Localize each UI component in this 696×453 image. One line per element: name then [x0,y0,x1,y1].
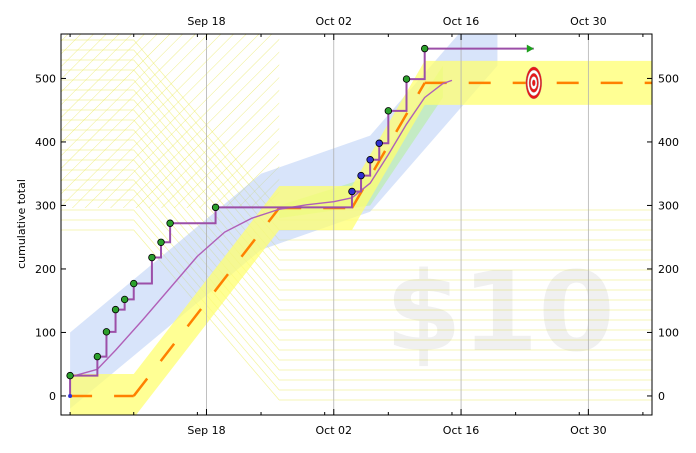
data-point [384,107,393,115]
data-point [157,238,165,246]
x-tick-label-bottom: Oct 16 [443,424,480,437]
vertical-grid [206,34,589,415]
data-point [66,371,74,380]
watermark-text: $10 [385,248,615,376]
data-point [93,352,102,361]
data-point [375,139,383,147]
data-point [348,187,356,196]
data-point [120,295,129,304]
data-point [111,305,120,314]
x-tick-label-top: Oct 02 [316,15,353,28]
x-tick-label-top: Oct 30 [570,15,607,28]
hatched-region [61,34,280,208]
y-tick-label-left: 0 [49,390,56,403]
data-point [402,75,411,83]
data-point [102,328,111,336]
y-axis-title: cumulative total [15,179,28,269]
y-tick-label-right: 300 [658,199,679,212]
goal-target [525,66,542,100]
y-tick-label-right: 200 [658,263,679,276]
x-tick-label-top: Oct 16 [443,15,480,28]
y-tick-label-left: 100 [35,326,56,339]
data-point [420,44,429,53]
target-ring [532,79,536,87]
y-tick-label-right: 100 [658,326,679,339]
y-tick-label-left: 500 [35,72,56,85]
road-band [70,60,652,415]
data-points [66,44,429,380]
y-tick-label-left: 400 [35,136,56,149]
x-tick-label-bottom: Oct 02 [316,424,353,437]
axes: 0 0 100 100 200 200 300 300 400 400 500 500 Sep 18 Se… [35,15,679,437]
y-tick-label-right: 0 [658,390,665,403]
plot-frame [60,33,653,416]
data-point [366,156,374,164]
yellow-brick-road [70,60,652,415]
y-tick-label-left: 300 [35,199,56,212]
x-tick-label-bottom: Oct 30 [570,424,607,437]
plot-area: $10 [61,34,652,415]
y-tick-label-left: 200 [35,263,56,276]
flatline-arrow [526,44,534,53]
start-marker [68,393,73,398]
x-tick-label-bottom: Sep 18 [187,424,225,437]
y-tick-label-right: 500 [658,72,679,85]
data-point [148,253,156,262]
y-tick-label-right: 400 [658,136,679,149]
data-point [357,171,365,180]
data-point [211,203,220,212]
data-point [130,279,138,288]
data-point [166,219,174,227]
x-tick-label-top: Sep 18 [187,15,225,28]
